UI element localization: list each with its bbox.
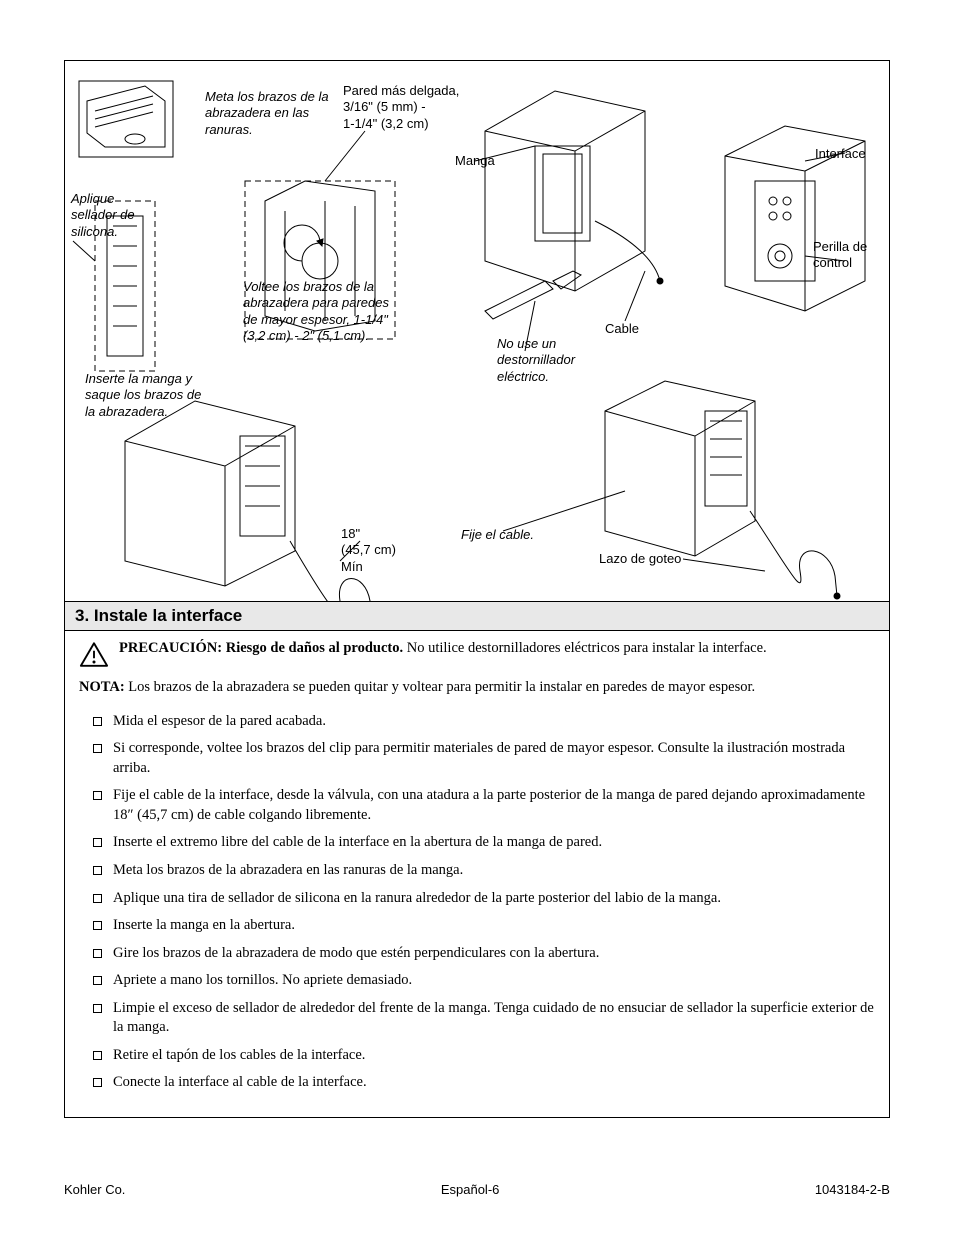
step-item: Fije el cable de la interface, desde la … — [93, 786, 875, 825]
pared-l2: 3/16" (5 mm) - — [343, 99, 426, 114]
pared-l1: Pared más delgada, — [343, 83, 459, 98]
callout-perilla: Perilla de control — [813, 239, 883, 272]
min-l1: 18" — [341, 526, 360, 541]
perilla-l1: Perilla de — [813, 239, 867, 254]
nota-rest: Los brazos de la abrazadera se pueden qu… — [125, 679, 755, 695]
voltee-l3: de mayor espesor, 1-1/4" — [243, 312, 388, 327]
voltee-l2: abrazadera para paredes — [243, 295, 389, 310]
inserte-l2: saque los brazos de — [85, 387, 201, 402]
step-item: Retire el tapón de los cables de la inte… — [93, 1046, 875, 1066]
callout-cable: Cable — [605, 321, 639, 337]
step-item: Mida el espesor de la pared acabada. — [93, 712, 875, 732]
step-item: Meta los brazos de la abrazadera en las … — [93, 861, 875, 881]
inserte-l3: la abrazadera. — [85, 404, 168, 419]
footer-center: Español-6 — [441, 1182, 500, 1197]
step-item: Apriete a mano los tornillos. No apriete… — [93, 971, 875, 991]
caution-text: PRECAUCIÓN: Riesgo de daños al producto.… — [119, 639, 767, 659]
callout-inserte: Inserte la manga y saque los brazos de l… — [85, 371, 235, 420]
footer-left: Kohler Co. — [64, 1182, 125, 1197]
aplique-l2: sellador de — [71, 207, 135, 222]
callout-fije: Fije el cable. — [461, 527, 534, 543]
section-heading: 3. Instale la interface — [65, 601, 889, 631]
voltee-l4: (3,2 cm) - 2" (5,1 cm). — [243, 328, 369, 343]
nouse-l3: eléctrico. — [497, 369, 549, 384]
diagram-svg — [65, 61, 889, 601]
nota-text: NOTA: Los brazos de la abrazadera se pue… — [79, 678, 875, 698]
callout-aplique: Aplique sellador de silicona. — [71, 191, 151, 240]
aplique-l3: silicona. — [71, 224, 118, 239]
inserte-l1: Inserte la manga y — [85, 371, 192, 386]
step-item: Inserte la manga en la abertura. — [93, 916, 875, 936]
voltee-l1: Voltee los brazos de la — [243, 279, 374, 294]
step-item: Si corresponde, voltee los brazos del cl… — [93, 739, 875, 778]
nota-bold: NOTA: — [79, 679, 125, 695]
section-body: PRECAUCIÓN: Riesgo de daños al producto.… — [65, 631, 889, 1117]
callout-pared-delgada: Pared más delgada, 3/16" (5 mm) - 1-1/4"… — [343, 83, 483, 132]
caution-bold: PRECAUCIÓN: Riesgo de daños al producto. — [119, 640, 403, 656]
installation-diagram: Meta los brazos de la abrazadera en las … — [65, 61, 889, 601]
step-item: Limpie el exceso de sellador de alrededo… — [93, 999, 875, 1038]
callout-voltee: Voltee los brazos de la abrazadera para … — [243, 279, 423, 344]
callout-meta-brazos: Meta los brazos de la abrazadera en las … — [205, 89, 335, 138]
nouse-l2: destornillador — [497, 352, 575, 367]
min-l2: (45,7 cm) — [341, 542, 396, 557]
callout-no-use: No use un destornillador eléctrico. — [497, 336, 607, 385]
steps-list: Mida el espesor de la pared acabada. Si … — [79, 712, 875, 1093]
step-item: Aplique una tira de sellador de silicona… — [93, 889, 875, 909]
pared-l3: 1-1/4" (3,2 cm) — [343, 116, 429, 131]
step-item: Conecte la interface al cable de la inte… — [93, 1073, 875, 1093]
caution-rest: No utilice destornilladores eléctricos p… — [403, 640, 767, 656]
nouse-l1: No use un — [497, 336, 556, 351]
step-item: Inserte el extremo libre del cable de la… — [93, 833, 875, 853]
callout-min: 18" (45,7 cm) Mín — [341, 526, 411, 575]
min-l3: Mín — [341, 559, 363, 574]
step-item: Gire los brazos de la abrazadera de modo… — [93, 944, 875, 964]
footer-right: 1043184-2-B — [815, 1182, 890, 1197]
callout-interface: Interface — [815, 146, 866, 162]
callout-lazo: Lazo de goteo — [599, 551, 681, 567]
warning-icon — [79, 641, 109, 668]
perilla-l2: control — [813, 255, 852, 270]
aplique-l1: Aplique — [71, 191, 114, 206]
callout-manga: Manga — [455, 153, 495, 169]
